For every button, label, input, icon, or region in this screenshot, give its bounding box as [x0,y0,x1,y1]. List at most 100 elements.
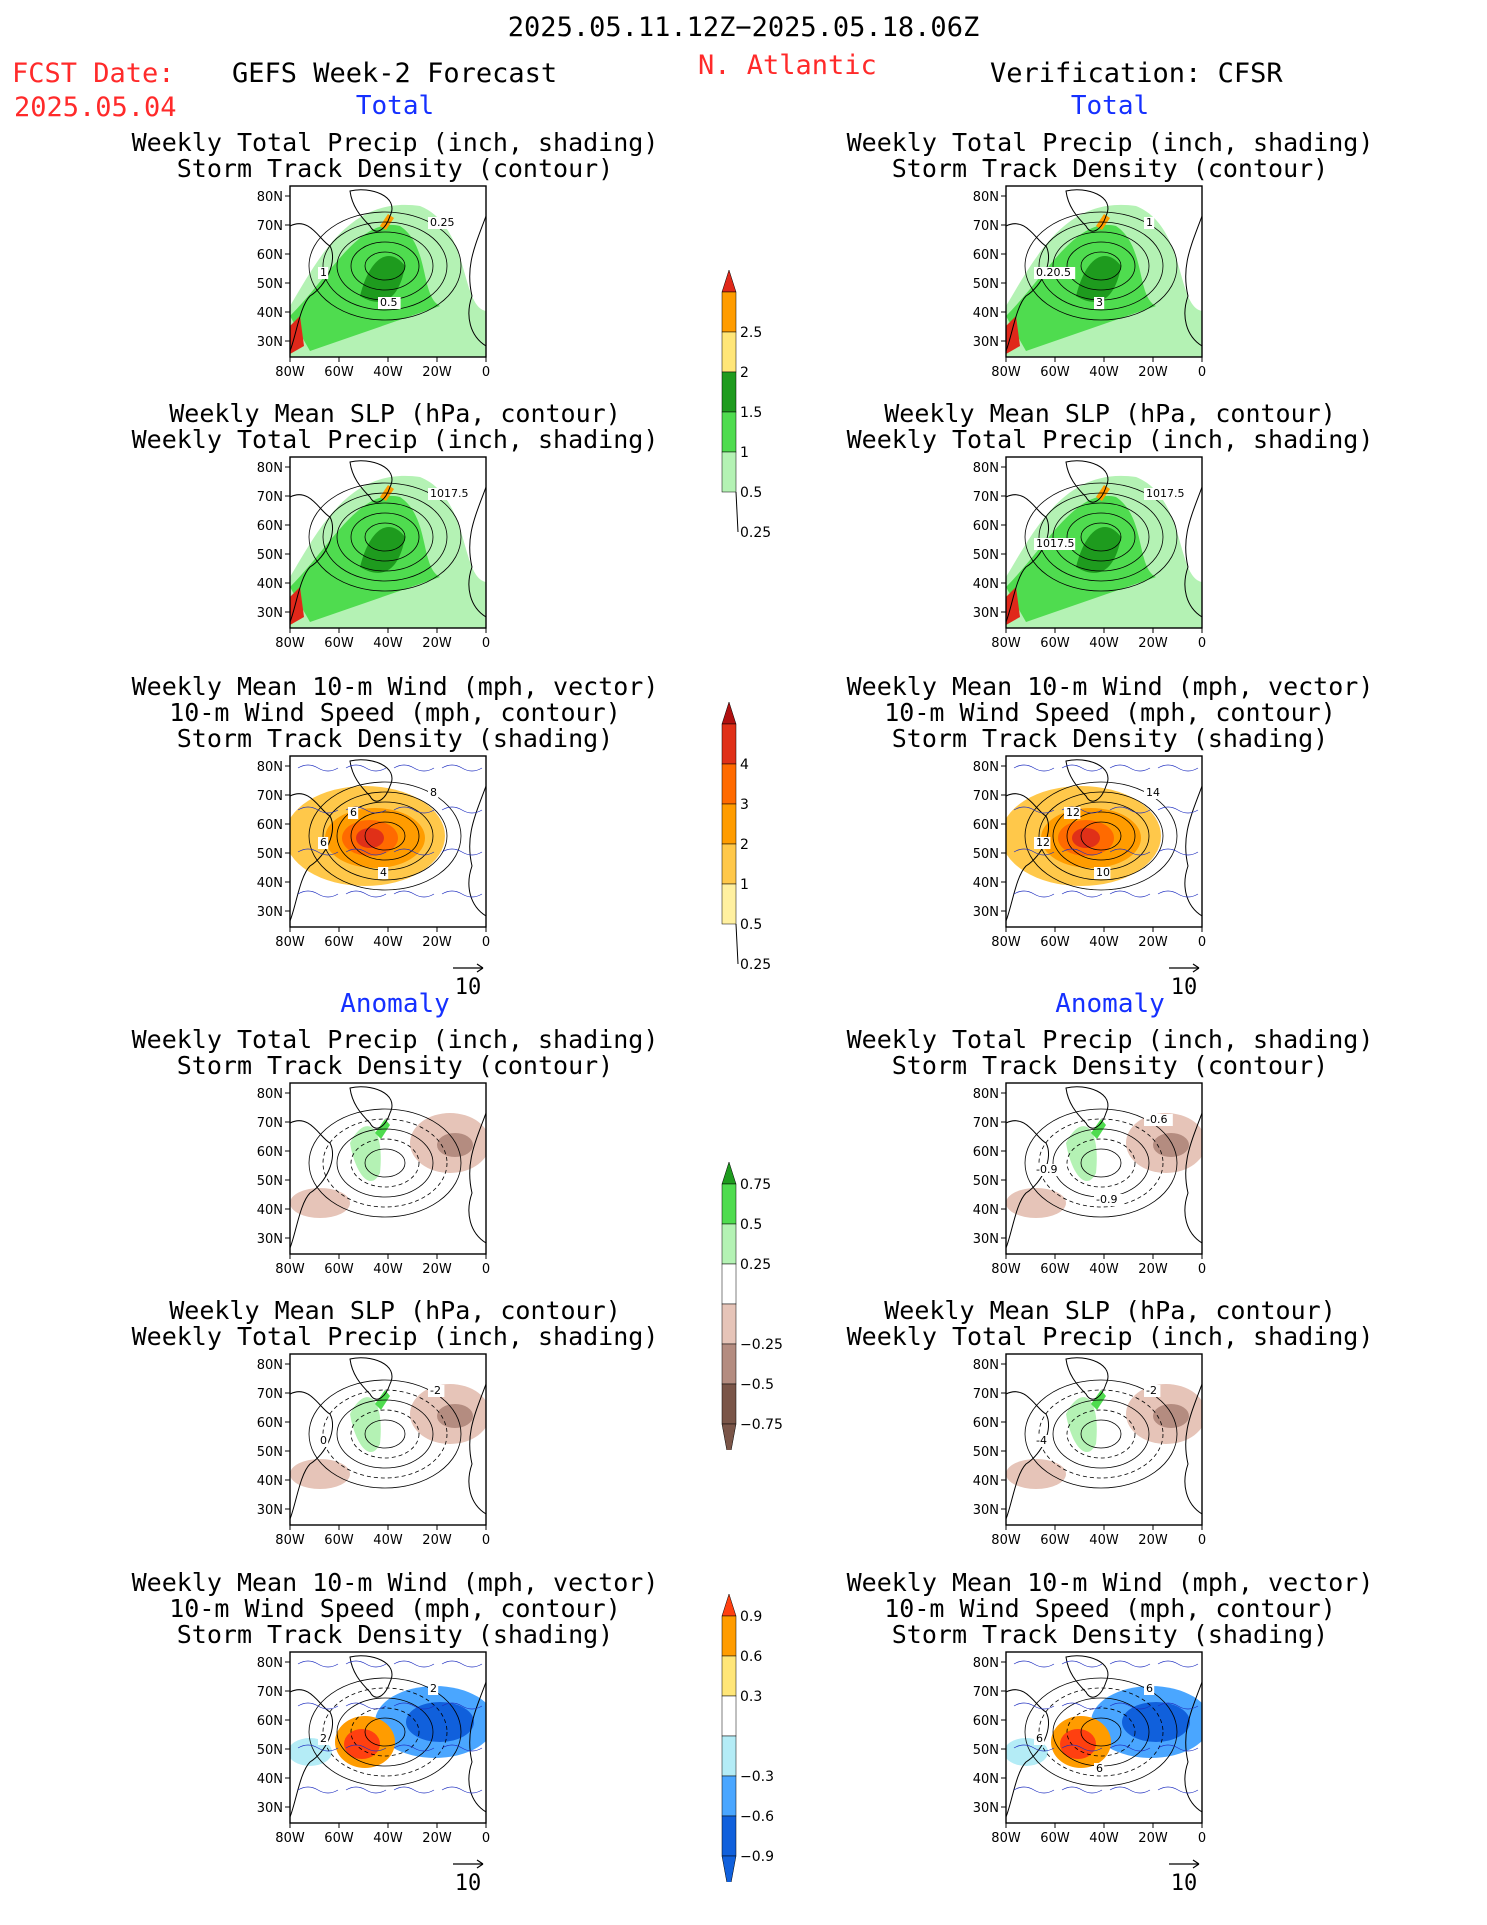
map-svg: -2 -4 80N 70N 60N 50N 40N 30N 80W 60W 40W 20W 0 [973,1353,1206,1548]
contour-label-bg [1144,1683,1155,1695]
wind-streamline [1157,1660,1199,1668]
shade-peak [290,587,304,625]
period-title: 2025.05.11.12Z−2025.05.18.06Z [507,12,980,43]
colorbar-segment [721,1343,737,1385]
lon-tick-label: 40W [373,1262,403,1277]
title-p6-line2: 10-m Wind Speed (mph, contour) [884,698,1336,727]
contour-label-bg [1144,488,1186,500]
title-p7-line2: Storm Track Density (contour) [176,1051,614,1080]
lon-tick-label: 60W [324,935,354,950]
lon-tick-label: 80W [275,1831,305,1846]
lon-tick-label: 20W [1138,1262,1168,1277]
contour-label: 0.5 [380,296,398,309]
lat-tick-label: 60N [257,519,283,534]
contour-line [322,1118,448,1208]
contour-label-bg [1034,538,1076,550]
coastline-europe [468,785,486,917]
vector-ref-head [1192,1859,1200,1869]
contour-line [1024,211,1178,321]
contour-line [1080,821,1122,851]
lat-tick-label: 40N [973,1772,999,1787]
lon-tick-label: 60W [324,1533,354,1548]
lat-tick-label: 30N [973,1801,999,1816]
shade-neg-strong [1153,1133,1189,1157]
lat-tick-label: 40N [973,1474,999,1489]
wind-streamline [393,806,435,814]
contour-line [1024,1108,1178,1218]
contour-line [1038,1118,1164,1208]
contour-line [336,502,434,572]
wind-streamline [1157,1702,1199,1710]
contour-label: 12 [1036,836,1050,849]
contour-label-bg [318,1733,329,1745]
coastline-greenland [1065,460,1109,503]
lon-tick-label: 40W [373,1831,403,1846]
lat-tick-label: 50N [257,847,283,862]
title-p12-line2: 10-m Wind Speed (mph, contour) [884,1594,1336,1623]
colorbar-segment [721,1263,737,1305]
wind-streamline [1109,890,1151,898]
lat-tick-label: 30N [257,606,283,621]
lat-tick-label: 30N [973,1232,999,1247]
contour-line [1066,1138,1136,1188]
lat-tick-label: 70N [257,219,283,234]
colorbar-segment [721,1615,737,1657]
contour-line [1080,1419,1122,1449]
contour-label-bg [1094,867,1111,879]
contour-line [350,1707,420,1757]
contour-label: 6 [1146,1682,1153,1695]
lat-tick-label: 60N [973,818,999,833]
colorbar-segment [721,1655,737,1697]
contour-label: 8 [430,786,437,799]
wind-streamline [1157,1744,1199,1752]
shade-dark [360,527,405,573]
lat-tick-label: 50N [973,548,999,563]
lat-tick-label: 60N [257,1145,283,1160]
contour-label: 1 [320,266,327,279]
map-field: 8 6 4 6 [290,756,486,927]
lon-tick-label: 20W [1138,1831,1168,1846]
contour-label-bg [378,867,389,879]
wind-streamline [441,1660,483,1668]
map-field: 1017.5 1017.5 [1006,457,1202,628]
contour-label-bg [1144,787,1161,799]
contour-line [1066,1409,1136,1459]
section-anomaly-right: Anomaly [1055,989,1165,1019]
coastline-europe [1184,215,1202,347]
contour-label: 12 [1066,806,1080,819]
contour-label: 1017.5 [430,487,469,500]
contour-line [364,1717,406,1747]
contour-label-bg [428,1385,445,1397]
lon-tick-label: 80W [991,636,1021,651]
title-p4-line2: Weekly Total Precip (inch, shading) [846,425,1374,454]
colorbar-label: 0.5 [740,917,762,933]
contour-label: 10 [1096,866,1110,879]
contour-line [336,1399,434,1469]
title-p12-line3: Storm Track Density (shading) [891,1620,1329,1649]
lat-tick-label: 40N [257,306,283,321]
lon-tick-label: 80W [991,1831,1021,1846]
wind-streamline [441,806,483,814]
colorbar-label: 0.5 [740,1217,762,1233]
contour-line [1038,221,1164,311]
title-p1-line2: Storm Track Density (contour) [176,154,614,183]
wind-streamline [297,848,339,856]
lat-tick-label: 50N [973,1743,999,1758]
colorbar-segment [721,331,737,373]
coastline-greenland [1065,1655,1109,1698]
wind-streamline [441,848,483,856]
coastline-america [290,223,333,352]
wind-streamline [1109,1786,1151,1794]
coastline-europe [468,486,486,618]
contour-line [364,522,406,552]
lat-tick-label: 50N [257,548,283,563]
contour-line [1080,1148,1122,1178]
wind-streamline [393,764,435,772]
colorbar-segment [721,1695,737,1737]
lat-tick-label: 50N [973,277,999,292]
coastline-america [290,494,333,623]
wind-streamline [1157,890,1199,898]
vector-ref-head [476,1859,484,1869]
contour-label: 0.25 [430,216,455,229]
